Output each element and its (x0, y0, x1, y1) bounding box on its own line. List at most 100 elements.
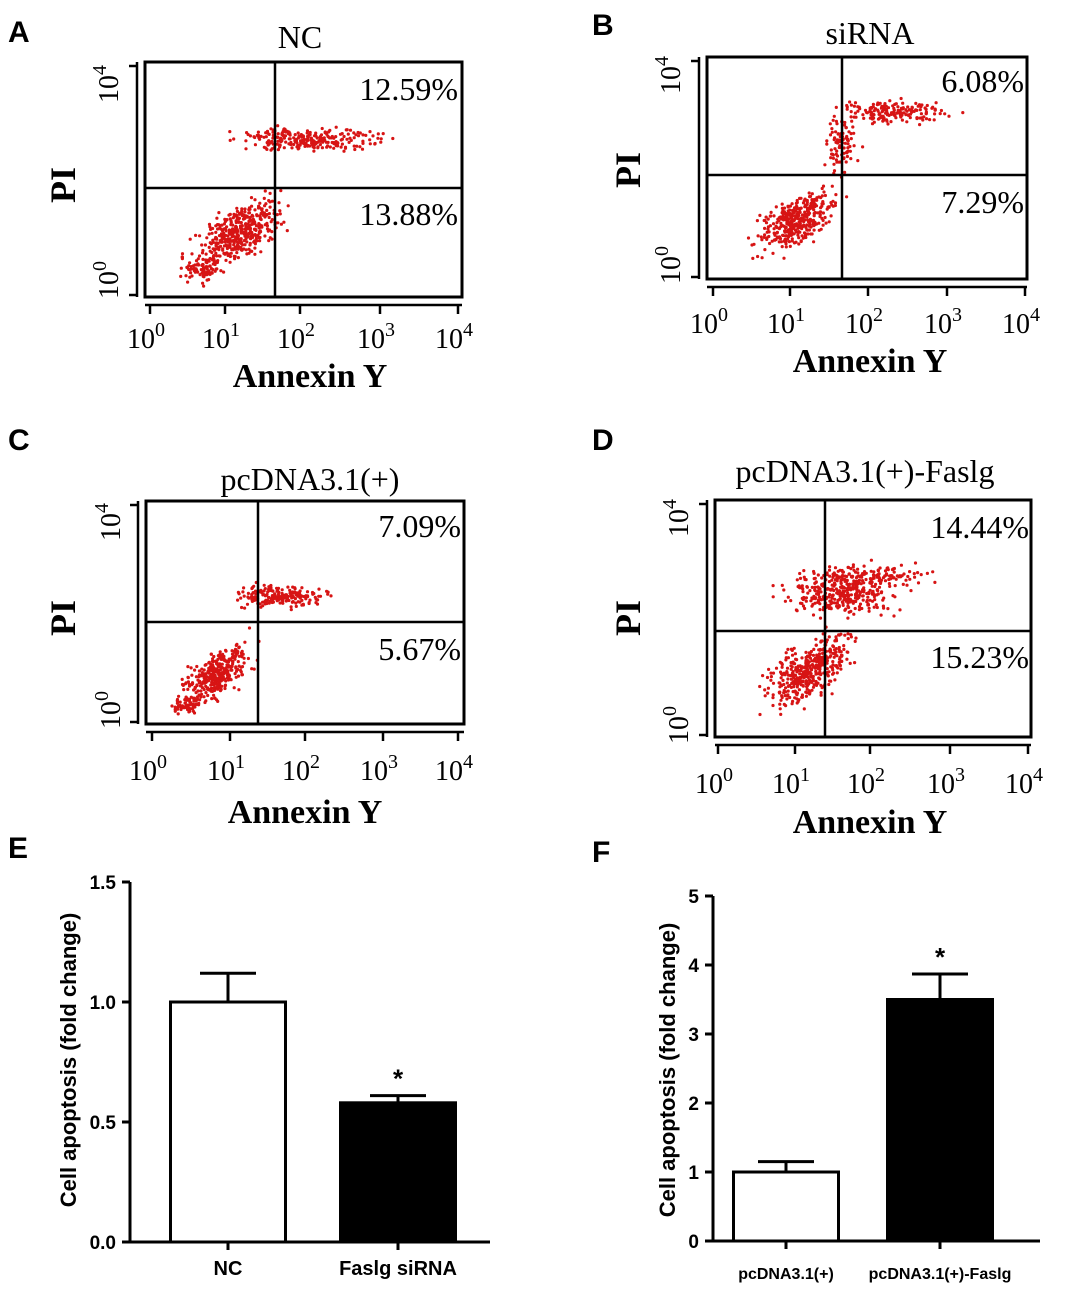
panel-b-event-dot (751, 256, 755, 260)
panel-c-event-dot (306, 595, 310, 599)
panel-a-event-dot (219, 269, 223, 273)
panel-c-event-dot (176, 707, 180, 711)
panel-b-event-dot (829, 156, 833, 160)
panel-d-event-dot (795, 697, 799, 701)
panel-a-event-dot (215, 267, 219, 271)
panel-d-event-dot (761, 674, 765, 678)
panel-c-event-dot (194, 699, 198, 703)
panel-e-bar (169, 1000, 287, 1244)
panel-a-event-dot (279, 222, 283, 226)
panel-b-event-dot (849, 137, 853, 141)
panel-d-event-dot (836, 598, 840, 603)
panel-b-event-dot (812, 224, 816, 228)
panel-b-event-dot (876, 109, 880, 113)
panel-d-event-dot (829, 648, 833, 653)
panel-b-event-dot (806, 232, 810, 236)
panel-b-event-dot (849, 157, 853, 161)
panel-a-event-dot (368, 130, 372, 134)
panel-a-event-dot (258, 215, 262, 219)
panel-d-event-dot (817, 595, 822, 599)
panel-b-event-dot (801, 216, 805, 220)
panel-d-event-dot (931, 570, 935, 574)
panel-b-letter: B (592, 9, 614, 42)
panel-d-x-tick-label: 101 (772, 764, 810, 800)
panel-a-event-dot (209, 227, 213, 231)
panel-c-event-dot (186, 675, 190, 679)
panel-c-x-tick-label: 100 (129, 751, 167, 787)
panel-d-event-dot (827, 682, 831, 687)
panel-b-event-dot (793, 223, 797, 227)
panel-c-event-dot (191, 696, 195, 700)
panel-a-event-dot (349, 138, 353, 142)
panel-b-ylabel: PI (608, 152, 648, 188)
panel-d-event-dot (783, 694, 787, 698)
panel-c-event-dot (221, 675, 225, 679)
panel-c-event-dot (199, 695, 203, 699)
panel-c-event-dot (265, 592, 269, 597)
panel-d-event-dot (786, 595, 790, 599)
panel-b-event-dot (924, 110, 929, 114)
panel-b-event-dot (845, 103, 849, 108)
panel-a-event-dot (264, 202, 268, 206)
panel-f-significance-star: * (935, 942, 946, 972)
panel-b-event-dot (837, 160, 841, 164)
panel-c-event-dot (195, 664, 199, 669)
panel-b-event-dot (785, 220, 789, 224)
panel-f-letter: F (592, 836, 610, 869)
panel-d-upper-right-pct: 14.44% (930, 509, 1029, 545)
panel-d-event-dot (810, 585, 814, 590)
panel-b-event-dot (819, 227, 823, 231)
panel-c-event-dot (190, 673, 194, 677)
panel-e-letter: E (8, 832, 28, 865)
panel-a-event-dot (222, 222, 226, 226)
panel-c-event-dot (200, 673, 204, 678)
panel-a-event-dot (253, 208, 257, 212)
panel-d-event-dot (833, 651, 837, 655)
panel-b-event-dot (766, 227, 770, 231)
panel-d-event-dot (820, 648, 824, 652)
panel-c-upper-right-pct: 7.09% (378, 508, 461, 544)
panel-c-event-dot (210, 697, 214, 701)
panel-d-event-dot (898, 608, 902, 612)
panel-b-event-dot (834, 105, 838, 109)
panel-a-event-dot (336, 144, 340, 148)
panel-b-event-dot (804, 225, 808, 230)
panel-c-event-dot (173, 705, 177, 709)
panel-d-event-dot (771, 693, 775, 697)
panel-b-event-dot (780, 202, 784, 206)
panel-d-event-dot (793, 652, 798, 656)
panel-d-event-dot (846, 565, 851, 570)
panel-d-event-dot (780, 665, 784, 669)
panel-a-event-dot (247, 208, 251, 212)
panel-a-event-dot (244, 147, 248, 151)
panel-d-event-dot (854, 636, 858, 640)
panel-b-event-dot (943, 112, 947, 116)
panel-d-event-dot (812, 577, 816, 581)
panel-c-event-dot (183, 701, 187, 705)
panel-b-event-dot (829, 148, 833, 152)
panel-d-event-dot (902, 572, 906, 576)
panel-a-event-dot (334, 125, 338, 129)
panel-d-event-dot (888, 574, 892, 578)
panel-e-category-label: Faslg siRNA (339, 1258, 457, 1280)
panel-d-event-dot (916, 581, 921, 585)
panel-d-event-dot (820, 661, 824, 665)
panel-d-event-dot (859, 574, 863, 578)
panel-b-event-dot (872, 109, 876, 113)
panel-a-event-dot (247, 211, 251, 215)
panel-b-event-dot (785, 214, 789, 218)
panel-a-event-dot (248, 134, 252, 138)
panel-c-event-dot (170, 704, 174, 708)
panel-d-event-dot (877, 579, 881, 583)
panel-a-event-dot (271, 136, 275, 140)
panel-a-event-dot (222, 244, 227, 248)
panel-d-event-dot (814, 683, 819, 688)
panel-d-event-dot (877, 585, 882, 589)
panel-a-event-dot (244, 139, 248, 143)
panel-c-event-dot (223, 686, 227, 691)
panel-b-event-dot (908, 116, 912, 120)
panel-d-event-dot (819, 693, 823, 697)
panel-a-event-dot (217, 223, 221, 227)
panel-b-lower-right-pct: 7.29% (941, 184, 1024, 220)
panel-d-event-dot (878, 581, 883, 586)
